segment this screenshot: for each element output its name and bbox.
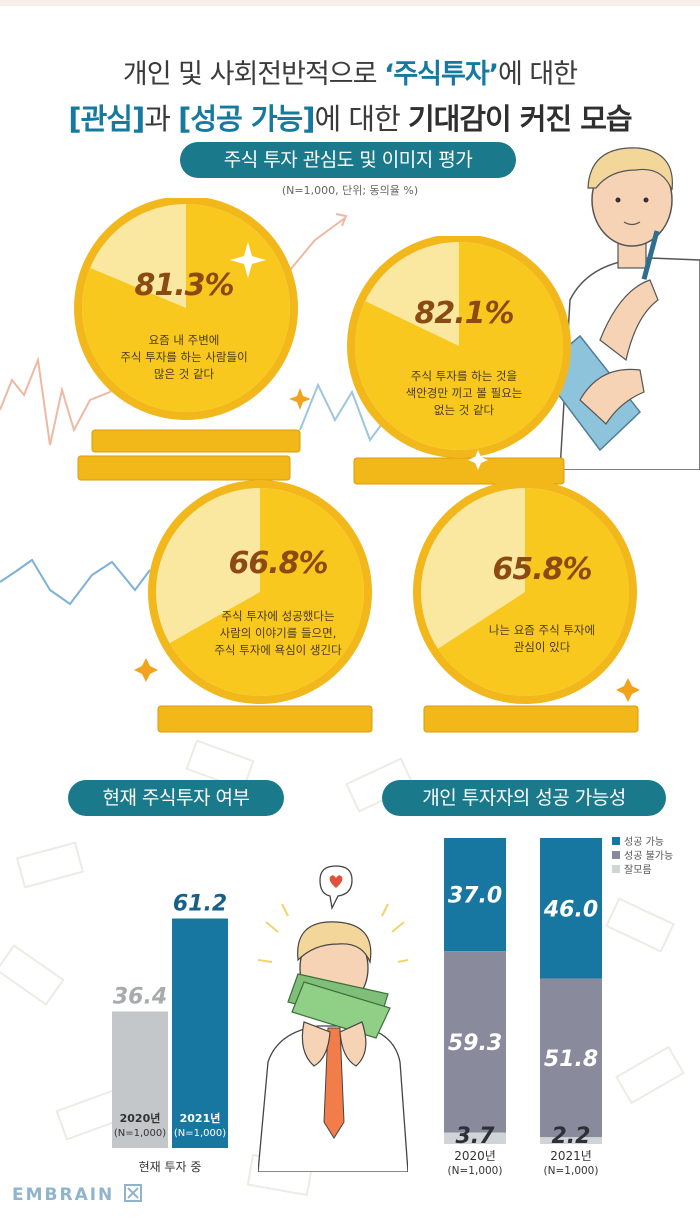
- heart-icon: [329, 875, 343, 888]
- stacked-category-sublabel: (N=1,000): [544, 1165, 599, 1177]
- current-investment-bar: [172, 918, 228, 1148]
- coin-pie-2: [347, 236, 571, 485]
- coin-3-text-line-3: 주식 투자에 욕심이 생긴다: [214, 643, 342, 657]
- stacked-bar-segment: [444, 1132, 506, 1144]
- current-investment-sublabel: (N=1,000): [114, 1128, 166, 1139]
- thinking-man-illustration: [540, 147, 700, 470]
- sparkle-icon: [134, 658, 158, 682]
- headline-2-interest: [관심]: [68, 102, 145, 136]
- headline-line-2: [관심]과 [성공 가능]에 대한 기대감이 커진 모습: [0, 96, 700, 138]
- legend-item-fail: 성공 불가능: [612, 850, 673, 864]
- current-investment-value-label: 61.2: [173, 892, 227, 917]
- section1-note: (N=1,000, 단위; 동의율 %): [281, 184, 419, 197]
- coin-4-slice: [437, 488, 630, 696]
- coin-card-3: 66.8% 주식 투자에 성공했다는 사람의 이야기를 들으면, 주식 투자에 …: [148, 480, 388, 740]
- legend-label-fail: 성공 불가능: [624, 851, 674, 862]
- coin-2-text-line-2: 색안경만 끼고 볼 필요는: [405, 386, 523, 400]
- stacked-category-label: 2020년: [454, 1149, 496, 1163]
- sparkle-decorations: [134, 242, 640, 702]
- legend-item-unknown: 잘모름: [612, 864, 673, 878]
- coin-4-text-line-2: 관심이 있다: [513, 640, 571, 654]
- coin-1-text-line-2: 주식 투자를 하는 사람들이: [120, 350, 248, 364]
- headline-2-about: 에 대한: [314, 102, 408, 136]
- coin-stack-4: [423, 705, 639, 733]
- coin-2-percent: 82.1%: [414, 296, 514, 331]
- coin-2-text-line-1: 주식 투자를 하는 것을: [410, 369, 518, 383]
- coin-card-1: 81.3% 요즘 내 주변에 주식 투자를 하는 사람들이 많은 것 같다: [74, 198, 314, 498]
- legend-label-success: 성공 가능: [624, 837, 664, 848]
- section2-title: 현재 주식투자 여부: [68, 780, 284, 816]
- brand-name: EMBRAIN: [12, 1185, 115, 1205]
- coin-1-percent: 81.3%: [134, 268, 234, 303]
- headline-2-conj: 과: [144, 102, 179, 136]
- coin-1-text-line-1: 요즘 내 주변에: [148, 333, 220, 347]
- current-investment-bar-chart: 36.4 2020년 (N=1,000) 61.2 2021년 (N=1,000): [112, 892, 228, 1148]
- coin-3-text-line-2: 사람의 이야기를 들으면,: [219, 626, 337, 640]
- sparkle-icon: [616, 678, 640, 702]
- coin-3-slice: [169, 488, 365, 696]
- stacked-chart-legend: 성공 가능 성공 불가능 잘모름: [612, 836, 673, 878]
- stock-line-blue-2: [0, 558, 151, 606]
- embrain-logo: EMBRAIN: [12, 1184, 143, 1205]
- coin-stack-1b: [77, 455, 291, 481]
- arrow-head: [335, 213, 348, 227]
- stacked-bar-segment: [540, 978, 602, 1138]
- headline-1-highlight: ‘주식투자’: [384, 59, 499, 90]
- sparkle-icon: [230, 242, 266, 278]
- coin-1-text-line-3: 많은 것 같다: [153, 367, 215, 381]
- stacked-bar-segment: [540, 1137, 602, 1144]
- headline-line-1: 개인 및 사회전반적으로 ‘주식투자’에 대한: [0, 52, 700, 91]
- stacked-bar-value-label: 3.7: [456, 1124, 496, 1149]
- sparkle-icon: [289, 388, 311, 410]
- stacked-bar-value-label: 51.8: [544, 1047, 598, 1072]
- stacked-bar-value-label: 37.0: [448, 884, 502, 909]
- sparkle-icon: [468, 450, 488, 470]
- coin-1-slice: [81, 204, 290, 412]
- coin-stack-3: [157, 705, 373, 733]
- legend-item-success: 성공 가능: [612, 836, 673, 850]
- section3-title: 개인 투자자의 성공 가능성: [382, 780, 666, 816]
- headline-2-success: [성공 가능]: [178, 102, 315, 136]
- coin-card-2: 82.1% 주식 투자를 하는 것을 색안경만 끼고 볼 필요는 없는 것 같다: [344, 236, 584, 496]
- current-investment-xlabel: 현재 투자 중: [138, 1160, 202, 1174]
- current-investment-bar: [112, 1011, 168, 1148]
- current-investment-category-label: 2020년: [120, 1111, 161, 1125]
- headline-1-suffix: 에 대한: [497, 59, 578, 90]
- man-with-money-illustration: [258, 865, 408, 1172]
- legend-label-unknown: 잘모름: [624, 865, 652, 876]
- coin-card-4: 65.8% 나는 요즘 주식 투자에 관심이 있다: [412, 480, 652, 740]
- headline-2-expectation: 기대감이 커진 모습: [407, 102, 633, 136]
- coin-2-text-line-3: 없는 것 같다: [433, 403, 495, 417]
- stacked-bar-segment: [540, 838, 602, 979]
- embrain-logo-icon: [124, 1184, 143, 1202]
- stacked-category-label: 2021년: [550, 1149, 592, 1163]
- section1-title: 주식 투자 관심도 및 이미지 평가: [180, 142, 516, 178]
- coin-3-percent: 66.8%: [228, 546, 328, 581]
- current-investment-category-label: 2021년: [180, 1111, 221, 1125]
- coin-4-text-line-1: 나는 요즘 주식 투자에: [488, 623, 596, 637]
- stacked-bar-segment: [444, 838, 506, 952]
- stacked-category-sublabel: (N=1,000): [448, 1165, 503, 1177]
- coin-pie-4: [413, 480, 639, 733]
- current-investment-value-label: 36.4: [113, 985, 167, 1010]
- coin-2-slice: [355, 242, 564, 451]
- stacked-bar-segment: [444, 951, 506, 1133]
- coin-3-text-line-1: 주식 투자에 성공했다는: [221, 609, 335, 623]
- stacked-bar-value-label: 59.3: [448, 1031, 502, 1056]
- coin-4-percent: 65.8%: [492, 552, 592, 587]
- headline-1-prefix: 개인 및 사회전반적으로: [122, 59, 385, 90]
- current-investment-sublabel: (N=1,000): [174, 1128, 226, 1139]
- stacked-bar-value-label: 2.2: [552, 1124, 591, 1149]
- top-strip: [0, 0, 700, 6]
- coin-pie-1: [74, 198, 301, 481]
- stacked-bar-value-label: 46.0: [543, 897, 598, 922]
- coin-stack-1a: [91, 429, 301, 453]
- coin-pie-3: [148, 480, 373, 733]
